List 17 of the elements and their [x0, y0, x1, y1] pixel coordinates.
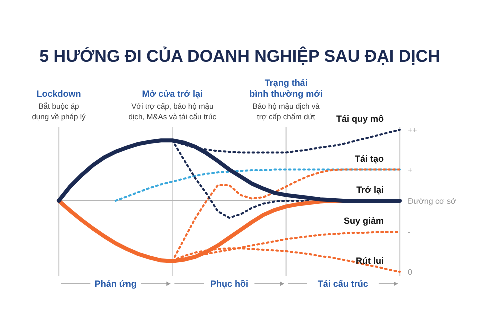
text: - — [408, 228, 411, 238]
series-label: Trở lại — [356, 185, 384, 195]
series-label: Tái tạo — [354, 154, 384, 164]
series-label: Tái quy mô — [336, 114, 384, 124]
text: Đường cơ sở — [408, 197, 457, 206]
text: + — [408, 166, 413, 175]
text: Phản ứng — [94, 279, 137, 289]
series-label: Rút lui — [356, 256, 384, 266]
text: Mở cửa trở lại — [142, 89, 204, 99]
text: 0 — [408, 268, 413, 277]
text: Phục hồi — [210, 279, 248, 289]
text: ++ — [408, 126, 418, 135]
text: Trạng thái bình thường mới — [250, 78, 323, 99]
chart-title: 5 HƯỚNG ĐI CỦA DOANH NGHIỆP SAU ĐẠI DỊCH — [40, 46, 440, 66]
series-label: Suy giảm — [344, 216, 384, 226]
text: Tái cấu trúc — [318, 279, 368, 289]
text: Lockdown — [36, 89, 82, 99]
